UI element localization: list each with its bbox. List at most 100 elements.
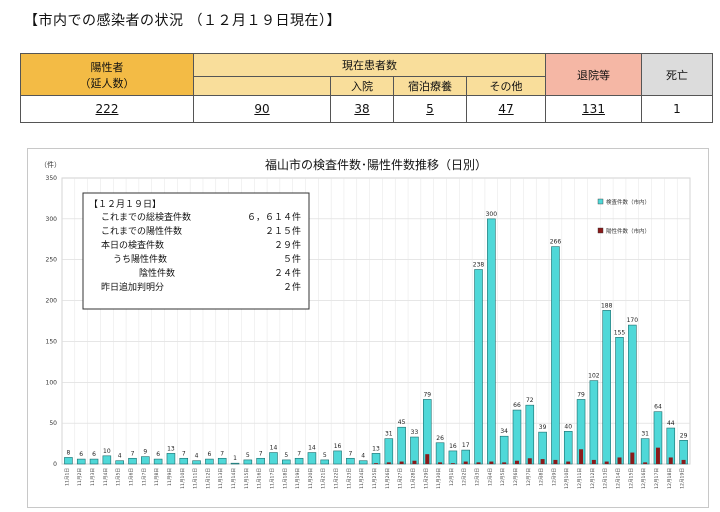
bar-tests (115, 460, 124, 465)
bar-tests (153, 458, 163, 465)
header-discharged: 退院等 (545, 53, 642, 96)
data-label: 7 (131, 450, 135, 457)
bar-positive (450, 463, 455, 464)
bar-positive (463, 461, 468, 464)
data-label: 7 (348, 450, 352, 457)
bar-tests (371, 453, 381, 465)
bar-tests (589, 380, 599, 465)
x-tick-label: 11月15日 (244, 468, 250, 489)
x-tick-label: 12月6日 (513, 468, 519, 486)
value-positive[interactable]: 222 (20, 95, 194, 123)
bar-tests (76, 458, 86, 465)
note-box (82, 192, 310, 310)
note-row-label: 昨日追加判明分 (101, 281, 164, 293)
data-label: 300 (486, 211, 498, 218)
note-row-value: ６，６１４件 (247, 211, 301, 223)
data-label: 13 (372, 445, 380, 452)
value-hospital[interactable]: 38 (330, 95, 394, 123)
bar-positive (655, 447, 660, 464)
bar-positive (514, 460, 519, 464)
value-discharged-text[interactable]: 131 (582, 102, 605, 116)
data-label: 238 (473, 262, 485, 269)
note-row-value: ２１５件 (265, 225, 301, 237)
y-tick-label: 300 (46, 216, 58, 223)
data-label: 7 (220, 450, 224, 457)
x-tick-label: 11月29日 (423, 468, 429, 489)
header-current: 現在患者数 (193, 53, 546, 77)
bar-tests (448, 450, 458, 465)
data-label: 8 (66, 449, 70, 456)
x-tick-label: 12月11日 (577, 468, 583, 489)
bar-tests (320, 459, 330, 465)
data-label: 170 (627, 317, 639, 324)
bar-tests (128, 457, 137, 465)
bar-positive (566, 461, 571, 464)
data-label: 79 (423, 391, 431, 398)
bar-positive (386, 462, 391, 464)
value-hotel-text[interactable]: 5 (426, 102, 434, 116)
x-tick-label: 12月10日 (564, 468, 570, 489)
data-label: 5 (246, 452, 250, 459)
bar-tests (410, 436, 419, 465)
bar-tests (294, 457, 304, 465)
legend-swatch (597, 198, 604, 205)
bar-positive (617, 457, 622, 464)
value-current[interactable]: 90 (193, 95, 331, 123)
bar-positive (412, 460, 417, 464)
data-label: 7 (259, 450, 263, 457)
bar-positive (604, 461, 609, 464)
x-tick-label: 12月9日 (551, 468, 557, 486)
x-tick-label: 12月7日 (526, 468, 532, 486)
bar-tests (166, 453, 176, 465)
x-tick-label: 11月19日 (295, 468, 301, 489)
x-tick-label: 11月1日 (64, 468, 70, 486)
bar-tests (243, 459, 253, 465)
x-tick-label: 12月8日 (539, 468, 545, 486)
x-tick-label: 11月17日 (269, 468, 275, 489)
legend-label: 陽性件数（市内） (606, 227, 650, 235)
value-other-text[interactable]: 47 (498, 102, 514, 116)
value-discharged[interactable]: 131 (545, 95, 642, 123)
bar-tests (525, 404, 535, 465)
bar-tests (230, 462, 240, 465)
bar-tests (358, 460, 368, 465)
bar-tests (141, 456, 150, 465)
x-tick-label: 11月25日 (372, 468, 378, 489)
value-current-text[interactable]: 90 (254, 102, 270, 116)
data-label: 45 (398, 419, 406, 426)
value-other[interactable]: 47 (466, 95, 546, 123)
data-label: 33 (411, 429, 419, 436)
value-hospital-text[interactable]: 38 (354, 102, 370, 116)
bar-positive (579, 449, 584, 464)
value-positive-text[interactable]: 222 (95, 102, 119, 116)
data-label: 13 (167, 445, 175, 452)
bar-tests (269, 452, 278, 465)
note-row-label: これまでの陽性件数 (101, 225, 182, 237)
data-label: 7 (182, 450, 186, 457)
bar-positive (502, 462, 507, 464)
x-tick-label: 12月17日 (654, 468, 660, 489)
bar-tests (474, 269, 483, 465)
bar-positive (489, 461, 494, 464)
bar-tests (628, 324, 637, 465)
data-label: 6 (79, 451, 83, 458)
y-tick-label: 200 (46, 298, 58, 305)
data-label: 10 (103, 448, 111, 455)
x-tick-label: 11月28日 (410, 468, 416, 489)
value-hotel[interactable]: 5 (393, 95, 467, 123)
x-tick-label: 11月24日 (359, 468, 365, 489)
data-label: 31 (641, 431, 649, 438)
data-label: 188 (601, 302, 613, 309)
bar-tests (333, 450, 342, 465)
bar-tests (563, 431, 573, 465)
header-other: その他 (466, 76, 546, 96)
x-tick-label: 11月26日 (385, 468, 391, 489)
y-tick-label: 150 (46, 338, 58, 345)
bar-positive (668, 457, 673, 464)
bar-positive (591, 459, 596, 464)
data-label: 266 (550, 239, 562, 246)
data-label: 14 (270, 445, 278, 452)
data-label: 72 (526, 397, 534, 404)
data-label: 4 (361, 453, 365, 460)
